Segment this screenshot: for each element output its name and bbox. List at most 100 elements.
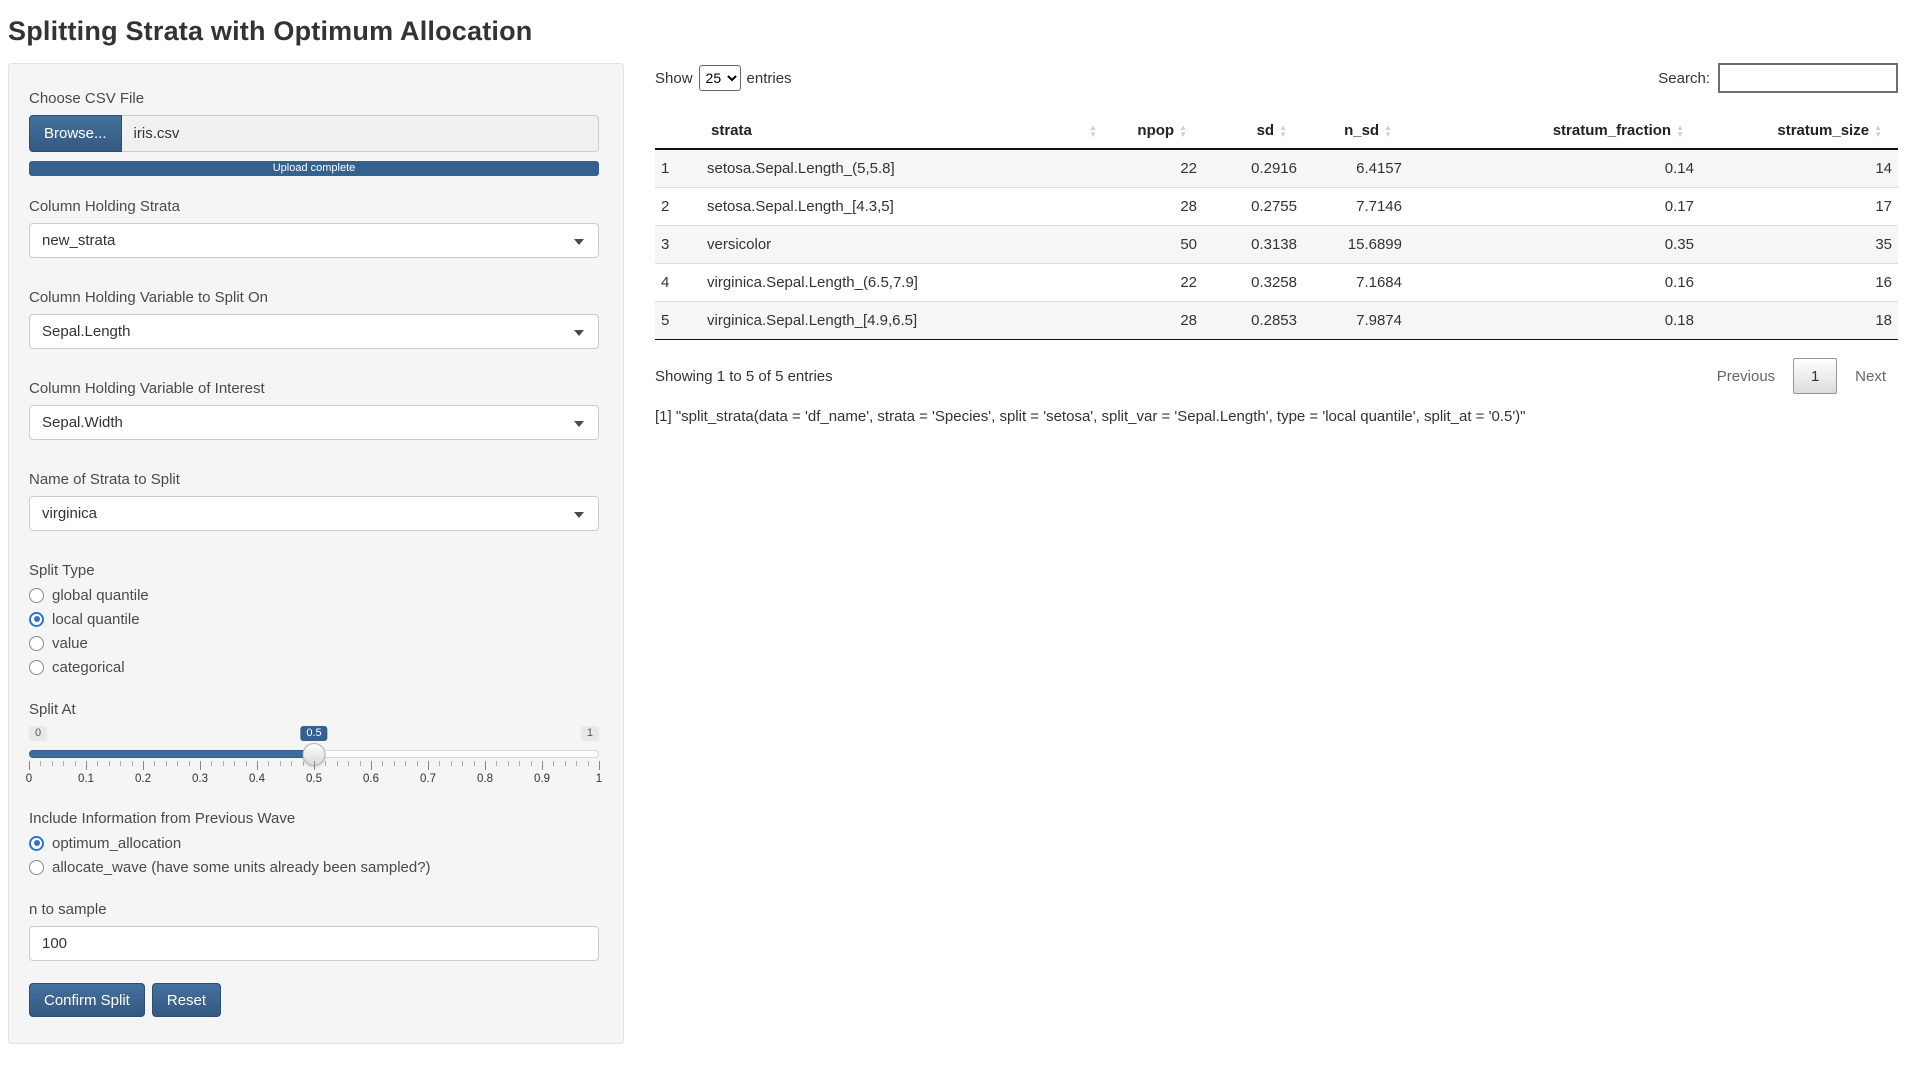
slider-grid <box>29 761 600 771</box>
row-index-cell: 5 <box>655 301 701 340</box>
slider-tick-labels: 0 0.1 0.2 0.3 0.4 0.5 0.6 0.7 0.8 0.9 1 <box>26 773 602 787</box>
slider-tick <box>428 761 429 770</box>
split-at-label: Split At <box>29 701 76 718</box>
slider-tick <box>29 761 30 770</box>
slider-tick <box>131 761 133 766</box>
slider-tick <box>325 761 327 766</box>
file-name-field[interactable]: iris.csv <box>121 115 599 152</box>
file-input-group: Choose CSV File Browse... iris.csv Uploa… <box>29 90 599 176</box>
table-row: 3 versicolor 50 0.3138 15.6899 0.35 35 <box>655 225 1898 264</box>
slider-tick <box>553 761 555 766</box>
header-npop[interactable]: npop <box>1103 113 1203 150</box>
slider-tick <box>576 761 578 766</box>
table-cell: 0.2916 <box>1251 160 1297 177</box>
confirm-split-button[interactable]: Confirm Split <box>29 983 145 1017</box>
radio-local-quantile[interactable]: local quantile <box>29 607 599 631</box>
slider-tick <box>51 761 53 766</box>
sort-icon <box>1279 124 1287 138</box>
header-stratum-fraction[interactable]: stratum_fraction <box>1408 113 1700 150</box>
split-var-value: Sepal.Length <box>42 323 131 340</box>
slider-tick <box>336 761 338 766</box>
slider-track[interactable] <box>29 743 599 766</box>
slider-tick-label: 0.5 <box>306 773 322 785</box>
radio-icon <box>29 859 44 875</box>
header-n-sd[interactable]: n_sd <box>1303 113 1408 150</box>
slider-tick <box>211 761 213 766</box>
table-cell: 28 <box>1103 187 1203 226</box>
show-label: Show <box>655 69 693 87</box>
slider-tick <box>63 761 65 766</box>
table-cell: 17 <box>1700 187 1898 226</box>
split-var-label: Column Holding Variable to Split On <box>29 289 269 306</box>
slider-tick <box>371 761 372 770</box>
interest-var-value: Sepal.Width <box>42 414 123 431</box>
n-sample-input[interactable] <box>29 926 599 961</box>
table-cell: 28 <box>1103 301 1203 340</box>
slider-tick-label: 0.1 <box>78 773 94 785</box>
slider-tick <box>542 761 543 770</box>
n-sample-group: n to sample <box>29 901 599 961</box>
split-var-select[interactable]: Sepal.Length <box>29 314 599 349</box>
browse-button[interactable]: Browse... <box>29 115 122 152</box>
strata-name-select[interactable]: virginica <box>29 496 599 531</box>
table-cell: 18 <box>1700 301 1898 340</box>
search-input[interactable] <box>1718 63 1898 93</box>
radio-icon <box>29 635 44 651</box>
strata-column-select[interactable]: new_strata <box>29 223 599 258</box>
radio-icon <box>29 835 44 851</box>
table-info: Showing 1 to 5 of 5 entries <box>655 367 833 385</box>
entries-label: entries <box>746 69 792 87</box>
reset-button[interactable]: Reset <box>151 983 222 1017</box>
slider-tick-label: 0.6 <box>363 773 379 785</box>
slider-tick <box>257 761 258 770</box>
slider-tick-label: 0.2 <box>135 773 151 785</box>
page-length-select[interactable]: 25 <box>698 65 741 91</box>
radio-icon <box>29 659 44 675</box>
slider-tick <box>165 761 167 766</box>
table-cell: 15.6899 <box>1303 225 1408 264</box>
slider-tick-label: 0.4 <box>249 773 265 785</box>
strata-column-value: new_strata <box>42 232 116 249</box>
header-stratum-size[interactable]: stratum_size <box>1700 113 1898 150</box>
table-cell: 0.18 <box>1408 301 1700 340</box>
current-page-button[interactable]: 1 <box>1793 358 1838 394</box>
previous-page-button[interactable]: Previous <box>1716 367 1776 385</box>
radio-value[interactable]: value <box>29 631 599 655</box>
console-output: [1] "split_strata(data = 'df_name', stra… <box>655 408 1526 425</box>
strata-column-label: Column Holding Strata <box>29 198 180 215</box>
table-cell: 14 <box>1875 160 1892 177</box>
interest-var-label: Column Holding Variable of Interest <box>29 380 265 397</box>
radio-optimum-allocation[interactable]: optimum_allocation <box>29 831 599 855</box>
slider-tick <box>234 761 236 766</box>
slider-tick <box>530 761 532 766</box>
radio-categorical[interactable]: categorical <box>29 655 599 679</box>
main-content: Show 25 entries Search: <box>655 63 1898 425</box>
radio-icon <box>29 611 44 627</box>
slider-tick-label: 0.7 <box>420 773 436 785</box>
table-row: 4 virginica.Sepal.Length_(6.5,7.9] 22 0.325… <box>655 263 1898 302</box>
radio-global-quantile[interactable]: global quantile <box>29 583 599 607</box>
slider-tick <box>496 761 498 766</box>
slider-tick-label: 0.8 <box>477 773 493 785</box>
header-sd[interactable]: sd <box>1203 113 1303 150</box>
table-cell: setosa.Sepal.Length_(5,5.8] <box>707 160 895 177</box>
next-page-button[interactable]: Next <box>1855 367 1886 385</box>
strata-name-group: Name of Strata to Split virginica <box>29 471 599 531</box>
slider-min-badge: 0 <box>29 726 48 741</box>
interest-var-select[interactable]: Sepal.Width <box>29 405 599 440</box>
slider-tick <box>97 761 99 766</box>
row-index-cell: 2 <box>655 187 701 226</box>
row-index-cell: 3 <box>655 225 701 264</box>
slider-tick <box>416 761 418 766</box>
radio-allocate-wave[interactable]: allocate_wave (have some units already b… <box>29 855 599 879</box>
header-strata[interactable]: strata <box>701 113 1103 150</box>
slider-tick <box>268 761 270 766</box>
table-cell: 6.4157 <box>1356 160 1402 177</box>
slider-tick <box>245 761 247 766</box>
slider-tick <box>564 761 566 766</box>
slider-tick <box>393 761 395 766</box>
slider-tick <box>86 761 87 770</box>
row-index-cell: 4 <box>655 263 701 302</box>
sort-icon <box>1676 124 1684 138</box>
slider-tick-label: 0.9 <box>534 773 550 785</box>
